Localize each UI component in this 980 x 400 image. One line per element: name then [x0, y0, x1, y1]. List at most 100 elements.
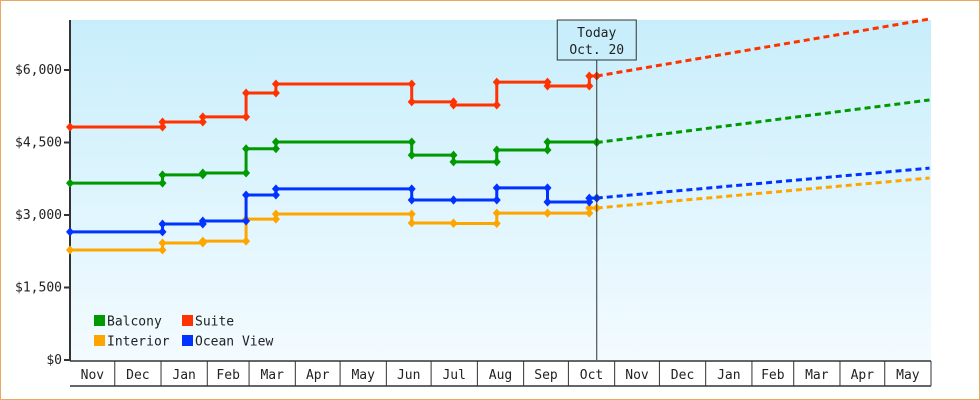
series-projection-line	[596, 166, 930, 200]
data-point-marker	[271, 144, 280, 154]
x-tick-label: Dec	[126, 368, 149, 383]
data-point-marker	[492, 100, 501, 110]
data-point-marker	[407, 209, 416, 219]
data-point-marker	[158, 245, 167, 255]
x-tick-label: Oct	[580, 368, 603, 383]
x-tick-label: May	[351, 368, 375, 383]
data-point-marker	[271, 88, 280, 98]
data-point-marker	[585, 203, 594, 213]
data-point-marker	[407, 218, 416, 228]
data-point-marker	[492, 183, 501, 193]
today-label: Today	[577, 26, 616, 41]
legend-swatch	[182, 335, 193, 346]
y-tick-label: $3,000	[15, 208, 62, 223]
data-point-marker	[543, 208, 552, 218]
legend-label: Ocean View	[195, 335, 273, 350]
data-point-marker	[271, 184, 280, 194]
data-point-marker	[198, 112, 207, 122]
today-marker: Today Oct. 20	[556, 19, 637, 360]
x-tick-label: Mar	[805, 368, 829, 383]
data-point-marker	[543, 197, 552, 207]
data-point-marker	[242, 112, 251, 122]
series-projection-line	[596, 98, 930, 144]
data-point-marker	[407, 150, 416, 160]
legend-item: Balcony	[94, 315, 162, 330]
data-point-marker	[271, 190, 280, 200]
data-point-marker	[407, 79, 416, 89]
data-point-marker	[242, 236, 251, 246]
data-point-marker	[492, 77, 501, 87]
data-point-marker	[407, 184, 416, 194]
legend-label: Suite	[195, 315, 234, 330]
data-point-marker	[198, 117, 207, 127]
data-point-marker	[242, 144, 251, 154]
data-point-marker	[158, 227, 167, 237]
data-point-marker	[585, 208, 594, 218]
x-tick-label: Feb	[216, 368, 240, 383]
data-point-marker	[271, 214, 280, 224]
data-point-marker	[66, 122, 74, 132]
x-tick-label: Jul	[442, 368, 465, 383]
series-suite	[66, 17, 930, 132]
data-point-marker	[242, 216, 251, 226]
x-tick-label: Jan	[717, 368, 740, 383]
y-tick-label: $4,500	[15, 136, 62, 151]
legend-swatch	[94, 335, 105, 346]
series-ocean-view	[66, 166, 930, 237]
data-point-marker	[158, 170, 167, 180]
data-point-marker	[492, 218, 501, 228]
data-point-marker	[543, 81, 552, 91]
data-point-marker	[492, 157, 501, 167]
data-point-marker	[66, 227, 74, 237]
legend-item: Suite	[182, 315, 234, 330]
x-axis: Nov Dec Jan Feb Mar Apr May Jun Jul Aug Sep Oct Nov D…	[70, 360, 932, 387]
data-point-marker	[158, 219, 167, 229]
y-tick-label: $0	[46, 353, 62, 368]
legend-label: Interior	[107, 335, 170, 350]
x-tick-label: Dec	[671, 368, 694, 383]
data-point-marker	[492, 208, 501, 218]
data-point-marker	[242, 168, 251, 178]
x-tick-label: Nov	[81, 368, 105, 383]
x-tick-label: Sep	[534, 368, 558, 383]
data-point-marker	[543, 137, 552, 147]
y-tick-label: $1,500	[15, 281, 62, 296]
x-tick-label: Feb	[761, 368, 785, 383]
data-point-marker	[198, 216, 207, 226]
x-tick-label: Mar	[260, 368, 284, 383]
data-point-marker	[449, 157, 458, 167]
data-point-marker	[242, 88, 251, 98]
legend-item: Ocean View	[182, 335, 273, 350]
legend-label: Balcony	[107, 315, 162, 330]
data-point-marker	[158, 178, 167, 188]
data-point-marker	[407, 97, 416, 107]
data-point-marker	[492, 195, 501, 205]
data-point-marker	[449, 100, 458, 110]
data-point-marker	[449, 218, 458, 228]
data-point-marker	[242, 190, 251, 200]
legend-swatch	[94, 315, 105, 326]
x-tick-label: Aug	[489, 368, 512, 383]
x-tick-label: Jan	[172, 368, 195, 383]
series-balcony	[66, 98, 930, 188]
data-point-marker	[158, 117, 167, 127]
data-point-marker	[271, 79, 280, 89]
data-point-marker	[492, 145, 501, 155]
x-tick-label: May	[896, 368, 920, 383]
today-box	[556, 19, 637, 61]
data-point-marker	[66, 245, 74, 255]
data-point-marker	[543, 183, 552, 193]
data-point-marker	[407, 137, 416, 147]
legend: Balcony Suite Interior Ocean View	[94, 315, 273, 350]
data-point-marker	[585, 71, 594, 81]
y-axis: $0 $1,500 $3,000 $4,500 $6,000	[15, 20, 71, 368]
x-tick-label: Jun	[397, 368, 420, 383]
data-point-marker	[407, 195, 416, 205]
series-projection-line	[596, 17, 930, 78]
data-point-marker	[198, 236, 207, 246]
today-date: Oct. 20	[569, 43, 624, 58]
data-point-marker	[585, 81, 594, 91]
data-point-marker	[198, 168, 207, 178]
data-point-marker	[585, 193, 594, 203]
